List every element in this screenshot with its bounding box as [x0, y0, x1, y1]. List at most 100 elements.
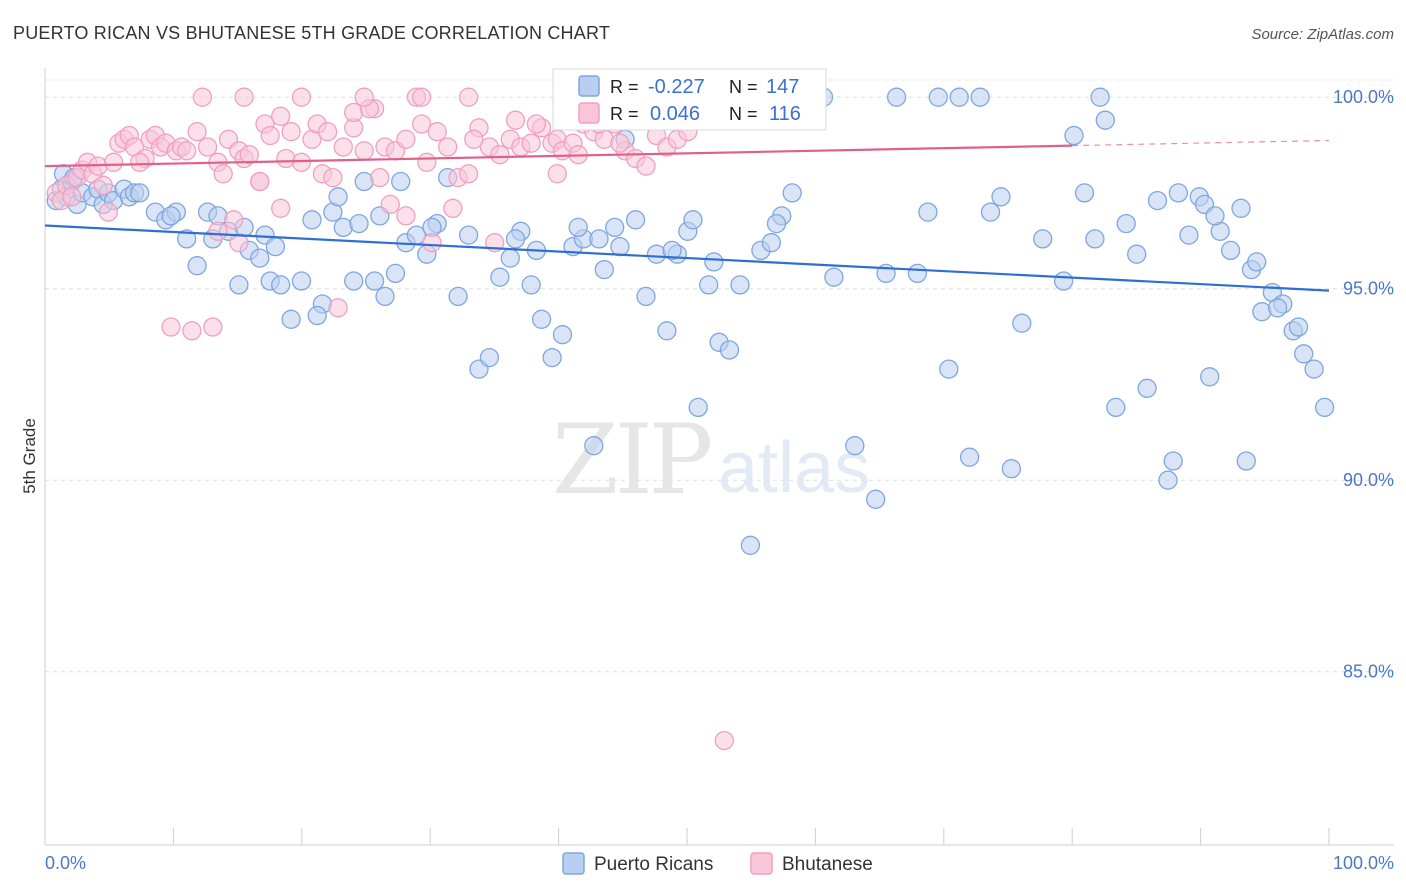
x-tick-label-min: 0.0% — [45, 853, 86, 873]
legend-r-label-1: R = — [610, 104, 639, 124]
bhutanese-point-59 — [490, 145, 510, 165]
bhutanese-point-90 — [328, 298, 348, 318]
legend-r-value-0: -0.227 — [648, 76, 705, 98]
puerto-rican-point-99 — [1085, 229, 1105, 249]
y-tick-label-85: 85.0% — [1343, 662, 1394, 682]
bhutanese-point-111 — [234, 87, 254, 107]
puerto-rican-point-60 — [584, 436, 604, 456]
puerto-rican-point-85 — [907, 263, 928, 284]
watermark-atlas: atlas — [718, 428, 870, 508]
puerto-rican-point-37 — [344, 271, 364, 291]
puerto-rican-point-61 — [594, 259, 614, 280]
bhutanese-point-24 — [197, 137, 218, 157]
puerto-rican-point-70 — [688, 397, 708, 418]
bhutanese-point-84 — [203, 317, 223, 337]
puerto-rican-point-130 — [328, 187, 348, 207]
puerto-rican-point-127 — [1205, 206, 1225, 226]
puerto-rican-point-50 — [479, 347, 500, 368]
bhutanese-point-34 — [271, 106, 291, 126]
bhutanese-point-51 — [411, 114, 432, 134]
trend-lines — [44, 139, 1330, 292]
puerto-rican-point-136 — [265, 236, 286, 257]
bhutanese-point-43 — [333, 137, 353, 157]
chart-title: PUERTO RICAN VS BHUTANESE 5TH GRADE CORR… — [13, 23, 610, 43]
bhutanese-point-37 — [291, 152, 312, 172]
puerto-rican-point-39 — [364, 271, 385, 291]
bhutanese-point-91 — [344, 102, 364, 123]
y-tick-label-95: 95.0% — [1343, 279, 1394, 299]
puerto-rican-point-56 — [542, 347, 562, 368]
puerto-ricans-trend-line — [44, 224, 1330, 292]
legend-n-label-0: N = — [729, 77, 758, 97]
puerto-rican-point-121 — [1304, 359, 1324, 379]
puerto-rican-point-82 — [845, 436, 865, 456]
bhutanese-point-10 — [103, 152, 124, 172]
puerto-rican-point-89 — [959, 447, 980, 467]
puerto-rican-point-65 — [636, 286, 656, 307]
puerto-rican-point-84 — [886, 87, 907, 107]
puerto-rican-point-131 — [391, 171, 411, 192]
x-tick-label-max: 100.0% — [1333, 853, 1394, 873]
bhutanese-point-87 — [229, 233, 249, 253]
puerto-rican-point-54 — [521, 275, 541, 295]
bhutanese-point-89 — [271, 198, 291, 218]
puerto-rican-point-114 — [1231, 198, 1251, 218]
puerto-rican-point-116 — [1252, 302, 1272, 322]
bhutanese-point-112 — [291, 87, 312, 107]
bhutanese-point-56 — [458, 164, 479, 184]
bottom-legend-swatch-bhutanese — [750, 852, 773, 875]
puerto-rican-point-47 — [448, 286, 468, 307]
puerto-rican-point-107 — [1158, 470, 1178, 490]
bhutanese-point-83 — [182, 321, 202, 341]
legend-swatch-puerto-ricans — [578, 75, 600, 97]
puerto-rican-point-77 — [761, 233, 781, 253]
puerto-rican-point-123 — [1247, 252, 1267, 272]
bhutanese-point-114 — [411, 87, 432, 107]
puerto-rican-point-105 — [1137, 378, 1157, 398]
puerto-rican-point-94 — [1012, 313, 1032, 333]
puerto-rican-point-25 — [229, 275, 249, 295]
puerto-rican-point-64 — [625, 210, 646, 230]
y-tick-labels: 85.0% 90.0% 95.0% 100.0% — [1333, 87, 1394, 682]
puerto-rican-point-93 — [1001, 459, 1022, 479]
puerto-rican-point-16 — [130, 183, 150, 203]
puerto-rican-point-52 — [500, 248, 520, 268]
puerto-rican-point-97 — [1064, 125, 1084, 146]
bhutanese-point-85 — [208, 221, 228, 241]
puerto-rican-point-31 — [281, 309, 301, 329]
bhutanese-point-30 — [239, 145, 259, 165]
puerto-rican-point-111 — [1200, 367, 1220, 387]
bottom-legend-swatch-puerto-ricans — [562, 852, 585, 875]
puerto-rican-point-142 — [662, 240, 682, 261]
puerto-rican-point-55 — [531, 309, 552, 329]
puerto-rican-point-28 — [250, 248, 270, 268]
bhutanese-point-109 — [714, 730, 734, 751]
puerto-rican-point-120 — [1294, 344, 1314, 364]
puerto-rican-point-122 — [1314, 397, 1335, 418]
puerto-rican-point-100 — [1090, 87, 1110, 107]
bhutanese-point-23 — [187, 122, 207, 142]
bhutanese-point-49 — [396, 129, 416, 149]
bhutanese-point-9 — [93, 175, 113, 195]
puerto-rican-point-101 — [1095, 110, 1115, 130]
puerto-rican-point-30 — [271, 275, 291, 295]
bhutanese-point-75 — [636, 156, 656, 176]
bhutanese-point-88 — [250, 171, 270, 192]
bhutanese-point-110 — [192, 87, 213, 107]
bhutanese-point-52 — [417, 152, 437, 172]
puerto-rican-point-125 — [1288, 317, 1309, 337]
puerto-rican-point-140 — [505, 229, 526, 249]
puerto-rican-point-40 — [375, 286, 395, 307]
legend-r-value-1: 0.046 — [650, 103, 700, 125]
bhutanese-point-42 — [323, 167, 343, 188]
puerto-rican-point-151 — [610, 236, 630, 257]
puerto-rican-point-48 — [458, 225, 479, 245]
bhutanese-point-33 — [260, 125, 280, 146]
puerto-rican-point-104 — [1127, 244, 1147, 264]
bhutanese-point-93 — [370, 167, 390, 188]
puerto-rican-point-79 — [782, 183, 802, 203]
y-axis-label: 5th Grade — [20, 418, 39, 494]
puerto-rican-point-96 — [1053, 271, 1074, 291]
bhutanese-point-113 — [354, 87, 374, 107]
bhutanese-point-101 — [526, 114, 547, 134]
